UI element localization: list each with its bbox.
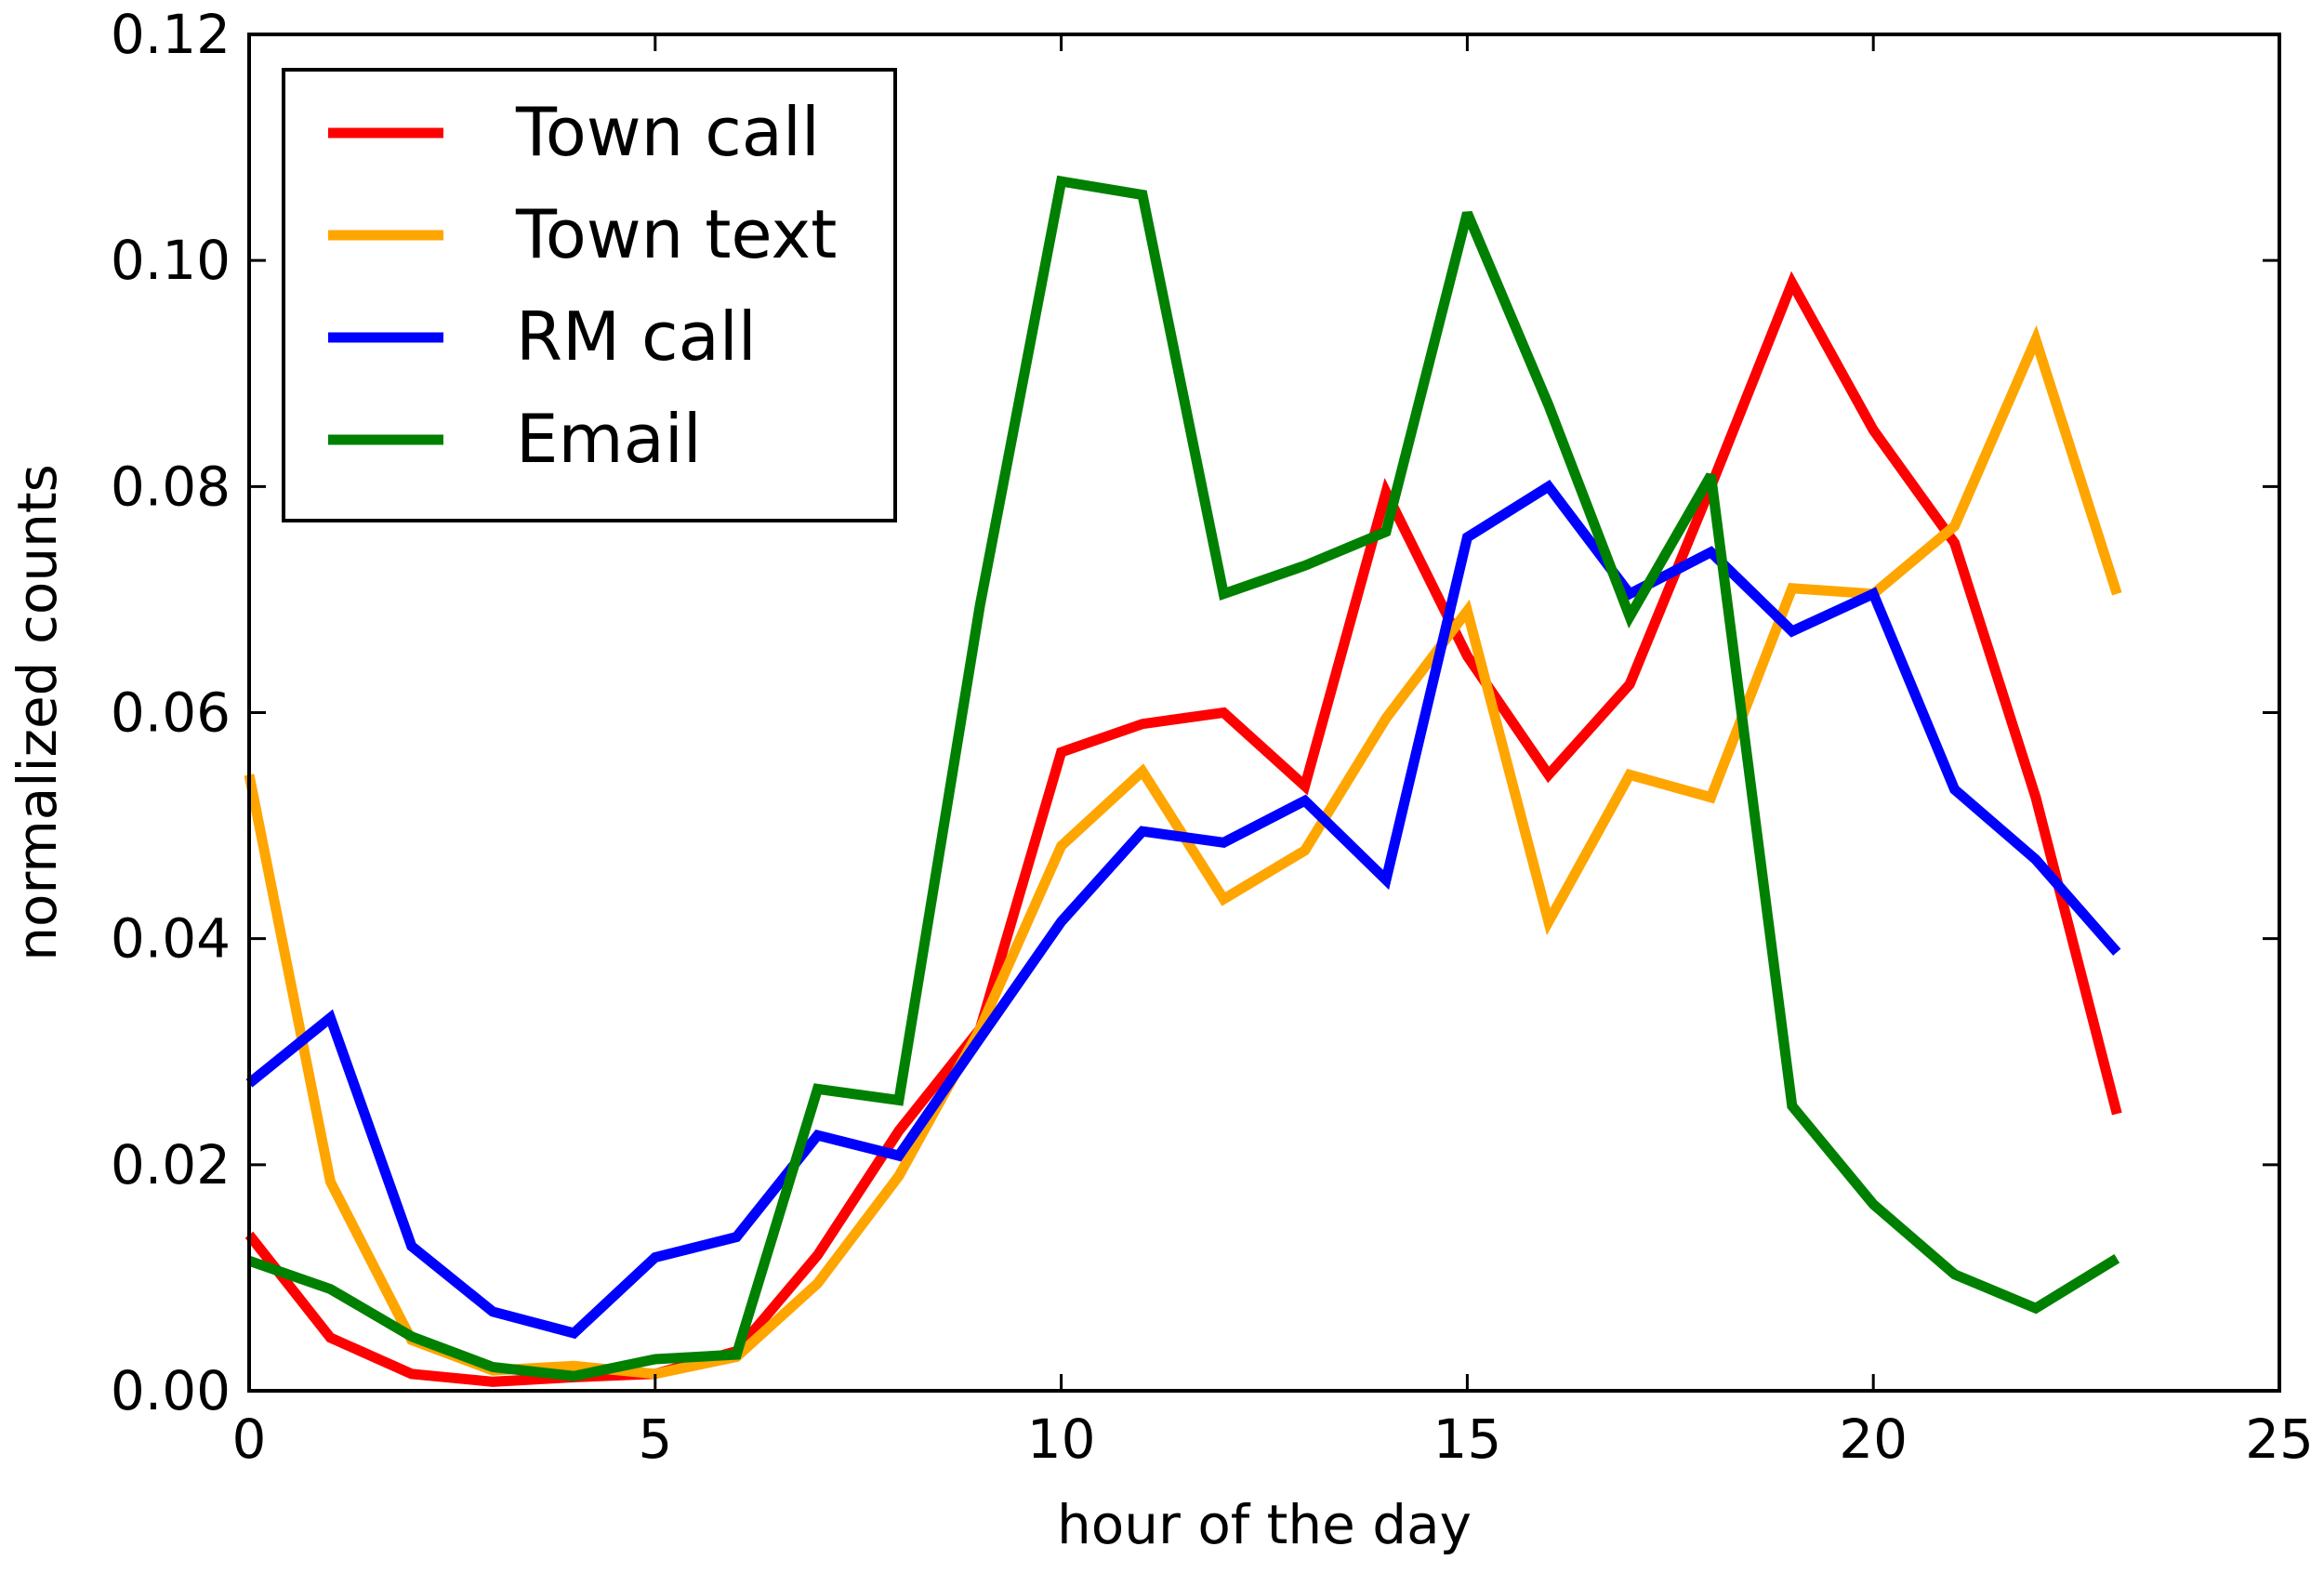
y-tick-label: 0.08 (111, 455, 231, 518)
x-axis-label: hour of the day (1057, 1493, 1472, 1556)
y-axis-label: normalized counts (6, 464, 69, 961)
legend: Town call Town text RM call Email (282, 68, 897, 522)
x-tick-label: 0 (232, 1408, 267, 1471)
x-tick-label: 20 (1839, 1408, 1908, 1471)
legend-label-email: Email (516, 400, 702, 478)
series-line-rm-call (245, 479, 2121, 1340)
legend-label-rm-call: RM call (516, 297, 757, 376)
x-tick-label: 5 (638, 1408, 672, 1471)
y-tick-label: 0.06 (111, 681, 231, 745)
legend-label-town-text: Town text (515, 195, 837, 273)
series-line-email (247, 175, 2120, 1381)
x-axis: 0 5 10 15 20 25 (232, 34, 2314, 1471)
y-axis: 0.00 0.02 0.04 0.06 0.08 0.10 0.12 (111, 3, 2279, 1422)
x-tick-label: 15 (1433, 1408, 1501, 1471)
legend-label-town-call: Town call (515, 93, 820, 171)
y-tick-label: 0.02 (111, 1133, 231, 1196)
y-tick-label: 0.12 (111, 3, 231, 66)
y-tick-label: 0.10 (111, 229, 231, 292)
x-tick-label: 25 (2245, 1408, 2314, 1471)
x-tick-label: 10 (1027, 1408, 1096, 1471)
legend-box (282, 68, 897, 522)
y-tick-label: 0.00 (111, 1359, 231, 1422)
plot-lines (244, 175, 2122, 1387)
y-tick-label: 0.04 (111, 907, 231, 971)
